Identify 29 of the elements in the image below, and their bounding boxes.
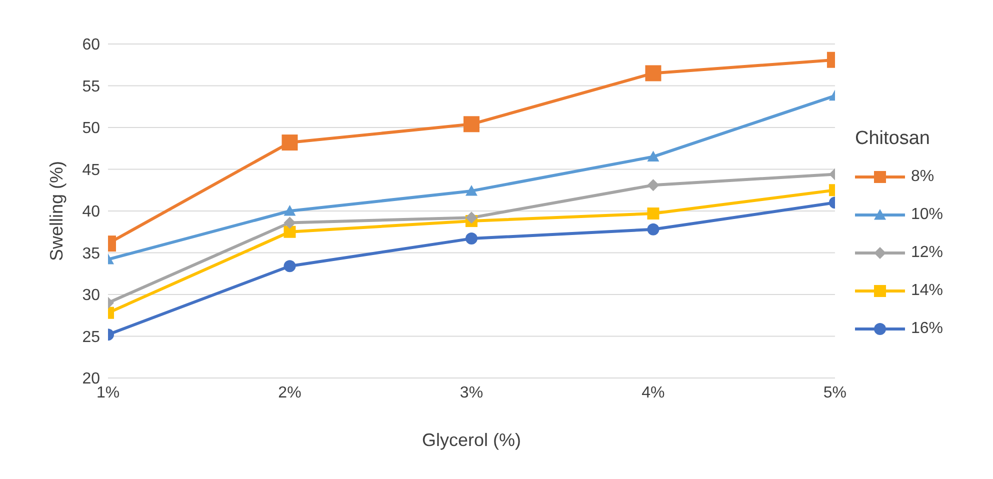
legend-title: Chitosan: [854, 128, 931, 150]
y-tick-label: 50: [82, 120, 100, 138]
point: [284, 226, 296, 238]
y-axis-title: Swelling (%): [46, 160, 66, 261]
legend-label: 8%: [910, 168, 934, 186]
y-tick-label: 55: [82, 78, 100, 96]
x-tick-label: 5%: [823, 384, 847, 402]
y-tick-label: 45: [82, 162, 100, 179]
x-axis-title: Glycerol (%): [422, 430, 521, 450]
legend-label: 10%: [910, 206, 943, 224]
point: [465, 184, 478, 196]
point: [465, 212, 478, 224]
point: [284, 205, 296, 216]
legend-label: 14%: [910, 282, 943, 300]
x-tick-label: 3%: [460, 384, 484, 402]
x-tick-label: 4%: [642, 384, 665, 402]
legend-label: 12%: [910, 244, 943, 262]
y-tick-label: 25: [82, 328, 100, 346]
point: [282, 134, 298, 151]
y-tick-label: 35: [82, 245, 100, 262]
y-tick-label: 40: [82, 204, 100, 221]
x-tick-label: 2%: [278, 384, 302, 402]
point: [465, 232, 478, 245]
y-tick-label: 30: [82, 287, 100, 304]
point: [463, 116, 480, 132]
point: [284, 260, 296, 272]
legend-label: 16%: [910, 320, 943, 338]
y-tick-label: 60: [82, 36, 100, 54]
point: [284, 216, 296, 229]
